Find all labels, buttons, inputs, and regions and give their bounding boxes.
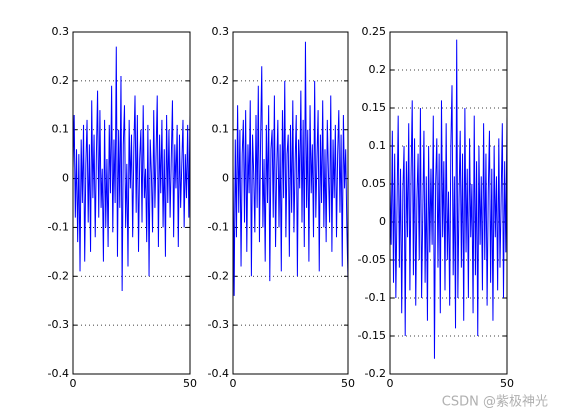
y-tick-label: 0 (222, 172, 229, 185)
y-tick-label: 0.25 (362, 25, 387, 38)
y-tick-label: 0.2 (52, 74, 70, 87)
y-tick-label: -0.2 (208, 269, 229, 282)
y-tick-label: 0.1 (52, 123, 70, 136)
y-tick-label: -0.2 (48, 269, 69, 282)
y-tick-label: -0.3 (208, 318, 229, 331)
axes-frame (232, 31, 349, 375)
y-tick-label: -0.1 (365, 291, 386, 304)
y-tick-label: -0.1 (208, 220, 229, 233)
data-line (232, 41, 349, 296)
y-tick-label: 0.05 (362, 177, 387, 190)
data-line (72, 46, 191, 291)
y-tick-label: 0.15 (362, 101, 387, 114)
data-line (389, 39, 508, 359)
y-tick-label: 0 (379, 215, 386, 228)
y-tick-label: 0.1 (212, 123, 230, 136)
y-tick-label: 0.2 (369, 63, 387, 76)
y-tick-label: 0.1 (369, 139, 387, 152)
axes-frame (72, 31, 191, 375)
x-tick-label: 50 (183, 377, 197, 390)
y-tick-label: 0.3 (212, 25, 230, 38)
x-tick-label: 0 (70, 377, 77, 390)
y-tick-label: -0.4 (208, 367, 229, 380)
axes-frame (389, 31, 508, 375)
y-tick-label: -0.4 (48, 367, 69, 380)
x-tick-label: 50 (341, 377, 355, 390)
x-tick-label: 0 (230, 377, 237, 390)
y-tick-label: 0.2 (212, 74, 230, 87)
y-tick-label: 0 (62, 172, 69, 185)
y-tick-label: -0.3 (48, 318, 69, 331)
y-tick-label: -0.05 (358, 253, 386, 266)
y-tick-label: -0.15 (358, 329, 386, 342)
plot-area (233, 32, 348, 374)
y-tick-label: -0.1 (48, 220, 69, 233)
watermark: CSDN @紫极神光 (442, 395, 548, 410)
x-tick-label: 0 (387, 377, 394, 390)
y-tick-label: 0.3 (52, 25, 70, 38)
y-tick-label: -0.2 (365, 367, 386, 380)
x-tick-label: 50 (500, 377, 514, 390)
